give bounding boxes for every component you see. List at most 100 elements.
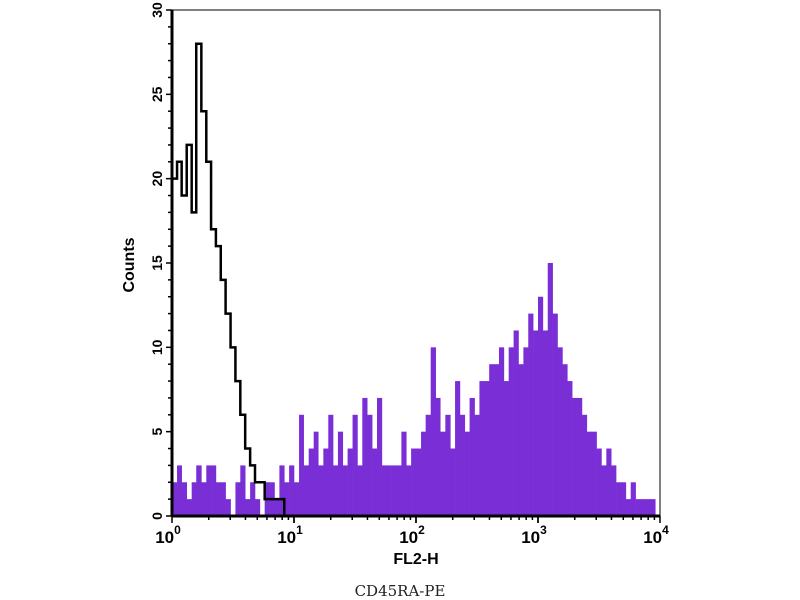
x-tick-label: 100 xyxy=(155,523,181,547)
histogram-bar xyxy=(435,397,441,516)
y-tick-label: 20 xyxy=(149,171,165,187)
histogram-bar xyxy=(235,482,241,516)
histogram-bar xyxy=(357,465,363,516)
histogram-bar xyxy=(430,347,436,516)
histogram-bar xyxy=(401,431,407,516)
histogram-bar xyxy=(308,448,314,516)
y-tick-label: 25 xyxy=(149,86,165,102)
histogram-bar xyxy=(323,448,329,516)
histogram-bar xyxy=(552,313,558,516)
histogram-bar xyxy=(425,414,432,516)
histogram-bar xyxy=(601,465,607,516)
histogram-bar xyxy=(459,414,466,516)
histogram-bar xyxy=(294,482,300,516)
histogram-bar xyxy=(299,414,304,516)
y-tick-label: 0 xyxy=(149,512,165,520)
histogram-bar xyxy=(650,499,656,516)
histogram-bar xyxy=(645,499,651,516)
x-tick-label: 104 xyxy=(643,523,669,547)
histogram-bar xyxy=(445,414,451,516)
histogram-bar xyxy=(279,465,285,516)
histogram-bar xyxy=(479,381,485,516)
histogram-bar xyxy=(220,482,226,516)
histogram-bar xyxy=(523,347,529,516)
histogram-bar xyxy=(201,482,207,516)
histogram-bar xyxy=(572,397,578,516)
x-axis-label: FL2-H xyxy=(393,551,438,568)
histogram-bar xyxy=(586,431,592,516)
y-tick-label: 15 xyxy=(149,255,165,271)
histogram-bar xyxy=(181,482,188,516)
histogram-bar xyxy=(333,465,339,516)
histogram-bar xyxy=(255,499,261,516)
histogram-bar xyxy=(303,465,310,516)
histogram-bar xyxy=(274,499,280,516)
y-axis-label: Counts xyxy=(121,237,138,292)
histogram-bar xyxy=(557,347,563,516)
histogram-bar xyxy=(318,465,324,516)
histogram-bar xyxy=(313,431,319,516)
histogram-bar xyxy=(499,347,505,516)
histogram-bar xyxy=(538,296,544,516)
histogram-bar xyxy=(625,499,632,516)
histogram-bar xyxy=(245,499,251,516)
histogram-bar xyxy=(391,465,397,516)
histogram-bar xyxy=(616,482,622,516)
histogram-bar xyxy=(518,364,524,516)
histogram-bar xyxy=(635,499,641,516)
histogram-bar xyxy=(381,465,387,516)
y-tick-label: 30 xyxy=(149,2,165,18)
histogram-bar xyxy=(211,465,217,516)
histogram-bar xyxy=(342,465,348,516)
histogram-bar xyxy=(191,482,197,516)
histogram-bar xyxy=(337,431,344,516)
histogram-bar xyxy=(528,313,534,516)
histogram-bar xyxy=(347,448,353,516)
histogram-bar xyxy=(206,465,212,516)
y-tick-label: 5 xyxy=(149,428,165,436)
histogram-bar xyxy=(513,330,519,516)
histogram-bar xyxy=(196,465,202,516)
histogram-bar xyxy=(186,499,192,516)
histogram-bar xyxy=(547,263,553,516)
histogram-bar xyxy=(581,414,588,516)
histogram-bar xyxy=(416,448,422,516)
histogram-bar xyxy=(630,482,636,516)
histogram-bar xyxy=(474,414,480,516)
histogram-bar xyxy=(450,448,456,516)
histogram-bar xyxy=(240,465,246,516)
histogram-bar xyxy=(596,448,602,516)
histogram-bar xyxy=(352,414,358,516)
histogram-bar xyxy=(440,431,446,516)
control-histogram-line xyxy=(172,42,294,518)
histogram-bar xyxy=(455,381,461,516)
histogram-bar xyxy=(464,431,470,516)
histogram-bar xyxy=(250,482,256,516)
histogram-bar xyxy=(421,431,426,516)
histogram-bar xyxy=(542,330,549,516)
histogram-bar xyxy=(367,414,373,516)
histogram-bar xyxy=(469,397,475,516)
x-tick-label: 103 xyxy=(521,523,547,547)
histogram-bar xyxy=(503,381,509,516)
histogram-bar xyxy=(489,364,495,516)
histogram-bar xyxy=(411,448,417,516)
histogram-bar xyxy=(362,397,368,516)
histogram-bar xyxy=(284,482,290,516)
histogram-bar xyxy=(289,465,295,516)
histogram-bar xyxy=(567,381,573,516)
histogram-bar xyxy=(562,364,568,516)
histogram-bar xyxy=(177,465,182,516)
histogram-bar xyxy=(620,482,627,516)
histogram-bar xyxy=(386,465,392,516)
chart-caption: CD45RA-PE xyxy=(354,582,446,600)
histogram-bar xyxy=(377,397,383,516)
histogram-bar xyxy=(591,431,597,516)
histogram-bar xyxy=(225,499,231,516)
histogram-bar xyxy=(396,465,402,516)
histogram-bar xyxy=(606,448,612,516)
y-tick-label: 10 xyxy=(149,339,165,355)
histogram-bar xyxy=(533,330,539,516)
histogram-bar xyxy=(172,482,178,516)
